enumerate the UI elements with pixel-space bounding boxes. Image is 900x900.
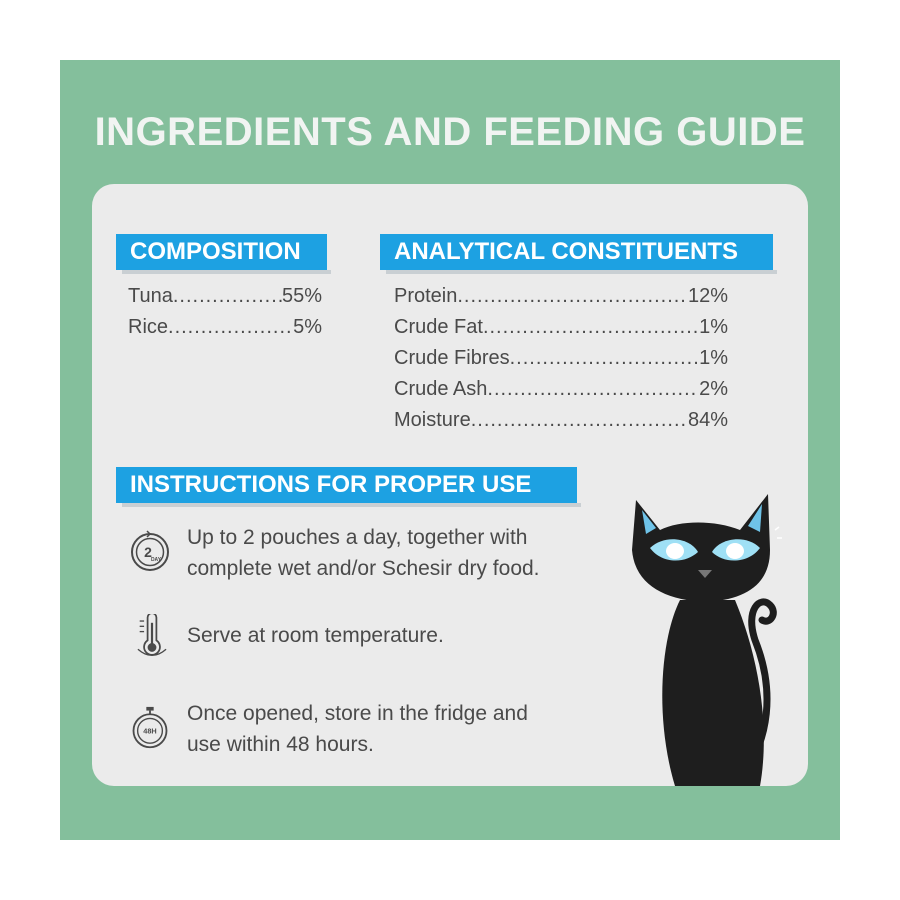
hours-label: 48H (143, 727, 156, 736)
thermometer-icon (137, 614, 167, 657)
leader-dots (510, 343, 699, 374)
analytical-row-crude-fat: Crude Fat 1% (394, 312, 728, 343)
instruction-line: use within 48 hours. (187, 733, 374, 756)
page-title: INGREDIENTS AND FEEDING GUIDE (94, 110, 806, 154)
leader-dots (173, 281, 282, 312)
leader-dots (168, 312, 293, 343)
leader-dots (457, 281, 688, 312)
analytical-heading: ANALYTICAL CONSTITUENTS (380, 234, 777, 274)
composition-label: Rice (128, 316, 169, 338)
composition-row-rice: Rice 5% (128, 312, 322, 343)
two-per-day-icon: 2 DAY (131, 530, 169, 571)
composition-heading: COMPOSITION (116, 234, 331, 274)
analytical-value: 2% (699, 378, 728, 400)
leader-dots (483, 312, 699, 343)
instruction-text: Up to 2 pouches a day, together with com… (187, 522, 540, 584)
composition-value: 5% (293, 316, 322, 338)
analytical-value: 1% (699, 316, 728, 338)
analytical-value: 12% (687, 285, 728, 307)
analytical-row-crude-ash: Crude Ash 2% (394, 374, 728, 405)
day-number: 2 (144, 544, 152, 560)
composition-label: Tuna (128, 285, 173, 307)
analytical-label: Moisture (394, 409, 471, 431)
day-label: DAY (151, 557, 162, 563)
leader-dots (487, 374, 699, 405)
analytical-label: Crude Ash (394, 378, 488, 400)
instruction-line: Up to 2 pouches a day, together with (187, 526, 528, 549)
instruction-text: Serve at room temperature. (187, 620, 444, 651)
instruction-line: Serve at room temperature. (187, 624, 444, 647)
instructions-heading: INSTRUCTIONS FOR PROPER USE (116, 467, 581, 507)
analytical-label: Crude Fibres (394, 347, 510, 369)
analytical-value: 84% (687, 409, 728, 431)
analytical-label: Crude Fat (394, 316, 483, 338)
analytical-row-moisture: Moisture 84% (394, 405, 728, 436)
instruction-line: Once opened, store in the fridge and (187, 702, 528, 725)
analytical-row-protein: Protein 12% (394, 281, 728, 312)
analytical-row-crude-fibres: Crude Fibres 1% (394, 343, 728, 374)
black-cat-illustration (632, 494, 782, 786)
analytical-label: Protein (394, 285, 458, 307)
instruction-text: Once opened, store in the fridge and use… (187, 698, 528, 760)
instruction-line: complete wet and/or Schesir dry food. (187, 557, 540, 580)
composition-value: 55% (281, 285, 322, 307)
analytical-value: 1% (699, 347, 728, 369)
composition-row-tuna: Tuna 55% (128, 281, 322, 312)
stopwatch-48h-icon: 48H (132, 706, 168, 749)
leader-dots (471, 405, 688, 436)
